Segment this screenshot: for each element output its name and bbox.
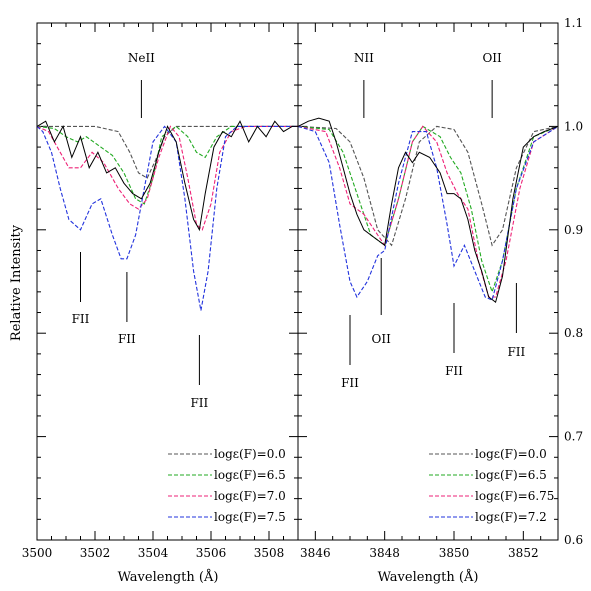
legend-entry: logε(F)=6.75 — [475, 489, 554, 503]
left-panel: 3500 3502 3504 3506 3508 NeII FII FII FII logε(F)… — [22, 22, 299, 560]
annotation-label: FII — [507, 345, 525, 359]
line-annotation: NII — [354, 51, 374, 118]
legend-entry: logε(F)=6.5 — [214, 468, 286, 482]
legend-entry: logε(F)=6.5 — [475, 468, 547, 482]
x-tick-label: 3850 — [439, 546, 470, 560]
annotation-label: FII — [445, 364, 463, 378]
x-tick-label: 3504 — [138, 546, 169, 560]
annotation-label: FII — [341, 376, 359, 390]
series-line-model-3 — [37, 125, 298, 311]
line-annotation: FII — [72, 252, 90, 326]
line-annotation: FII — [118, 272, 136, 346]
right-panel: 3846 3848 3850 3852 0.6 0.7 0.8 0.9 1.0 1.1 NII OII… — [297, 16, 583, 560]
x-axis-label-right: Wavelength (Å) — [378, 569, 479, 585]
x-tick-label: 3506 — [196, 546, 227, 560]
series-line-model-3 — [298, 125, 558, 301]
line-annotation: FII — [507, 283, 526, 359]
series-line-observed — [298, 117, 558, 304]
series-group — [298, 117, 558, 304]
series-group — [37, 120, 298, 311]
plot-frame — [297, 22, 559, 541]
x-tick-label: 3500 — [22, 546, 53, 560]
series-line-model-0 — [298, 125, 558, 247]
line-annotation: FII — [445, 303, 463, 378]
y-axis-label: Relative Intensity — [9, 224, 24, 341]
legend-entry: logε(F)=7.2 — [475, 510, 547, 524]
legend: logε(F)=0.0 logε(F)=6.5 logε(F)=6.75 logε(F… — [429, 447, 554, 524]
legend: logε(F)=0.0 logε(F)=6.5 logε(F)=7.0 logε(F)… — [168, 447, 286, 524]
annotation-label: NII — [354, 51, 374, 65]
y-tick-label: 1.0 — [564, 119, 583, 133]
y-tick-label: 0.7 — [564, 430, 583, 444]
line-annotation: OII — [372, 258, 392, 346]
legend-entry: logε(F)=0.0 — [475, 447, 547, 461]
annotation-label: OII — [372, 332, 392, 346]
annotation-label: FII — [118, 332, 136, 346]
legend-entry: logε(F)=7.0 — [214, 489, 286, 503]
line-annotation: FII — [190, 335, 209, 410]
y-tick-label: 1.1 — [564, 16, 583, 30]
legend-entry: logε(F)=0.0 — [214, 447, 286, 461]
annotation-label: NeII — [128, 51, 155, 65]
y-tick-label: 0.8 — [564, 326, 583, 340]
legend-entry: logε(F)=7.5 — [214, 510, 286, 524]
line-annotation: OII — [482, 51, 502, 118]
line-annotation: FII — [341, 315, 359, 390]
y-tick-label: 0.9 — [564, 223, 583, 237]
series-line-observed — [37, 120, 298, 232]
series-line-model-1 — [37, 125, 298, 205]
series-line-model-2 — [37, 125, 298, 231]
x-tick-label: 3846 — [300, 546, 331, 560]
x-tick-label: 3502 — [80, 546, 111, 560]
x-axis-label-left: Wavelength (Å) — [118, 569, 219, 585]
line-annotation: NeII — [128, 51, 155, 118]
annotation-label: FII — [72, 312, 90, 326]
y-tick-label: 0.6 — [564, 533, 583, 547]
x-tick-label: 3852 — [508, 546, 539, 560]
annotation-label: FII — [190, 396, 208, 410]
x-tick-label: 3508 — [254, 546, 285, 560]
annotation-label: OII — [482, 51, 502, 65]
x-tick-label: 3848 — [369, 546, 400, 560]
